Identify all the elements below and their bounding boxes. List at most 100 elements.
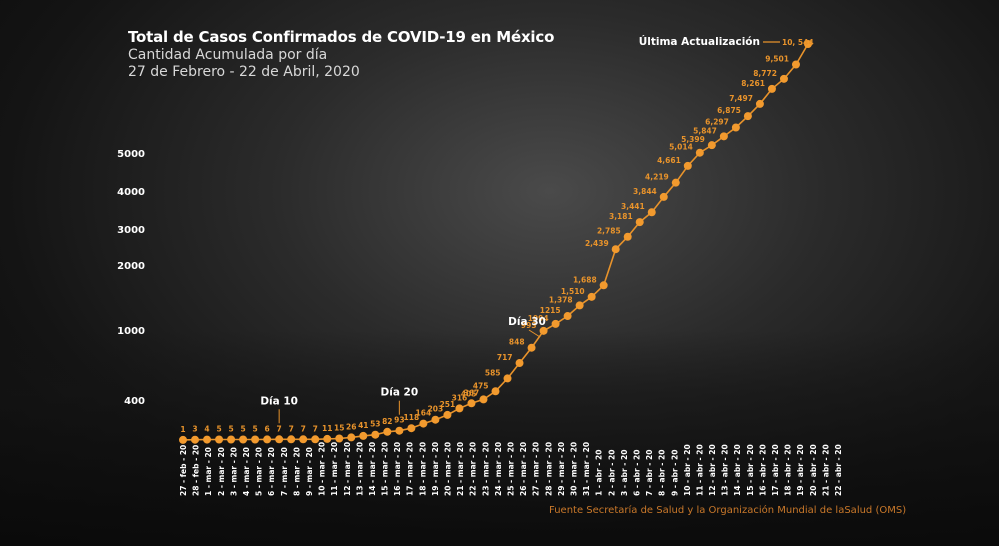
data-point — [611, 245, 620, 254]
value-label: 3,441 — [621, 202, 645, 211]
data-point — [263, 435, 272, 444]
x-tick-label: 14 - abr - 20 — [733, 444, 742, 496]
data-point — [443, 410, 452, 419]
data-point — [587, 292, 596, 301]
value-label: 164 — [416, 409, 432, 418]
value-label: 1215 — [540, 306, 561, 315]
data-point — [371, 430, 380, 439]
x-tick-label: 1 - abr - 20 — [595, 450, 604, 496]
data-point — [743, 112, 752, 121]
value-label: 6,297 — [705, 117, 729, 126]
value-label: 7 — [313, 424, 318, 433]
data-point — [755, 99, 764, 108]
data-point — [323, 434, 332, 443]
x-tick-label: 19 - mar - 20 — [431, 442, 440, 496]
value-label: 5,014 — [669, 143, 693, 152]
value-label: 4,219 — [645, 173, 669, 182]
data-point — [479, 395, 488, 404]
x-tick-label: 8 - abr - 20 — [658, 450, 667, 496]
x-tick-label: 22 - abr - 20 — [834, 444, 843, 496]
x-tick-label: 8 - mar - 20 — [292, 447, 301, 496]
data-point — [731, 123, 740, 132]
data-point — [347, 433, 356, 442]
x-tick-label: 2 - abr - 20 — [607, 450, 616, 496]
x-tick-label: 10 - abr - 20 — [683, 444, 692, 496]
y-axis-ticks: 400 1000 2000 3000 4000 5000 — [117, 149, 145, 407]
value-label: 7,497 — [729, 94, 753, 103]
value-label: 93 — [394, 416, 404, 425]
value-label: 3 — [192, 425, 197, 434]
data-point — [563, 312, 572, 321]
value-label: 3,844 — [633, 187, 657, 196]
data-point — [659, 192, 668, 201]
x-tick-label: 15 - mar - 20 — [381, 442, 390, 496]
x-tick-label: 11 - abr - 20 — [695, 444, 704, 496]
x-tick-label: 13 - abr - 20 — [721, 444, 730, 496]
data-point — [287, 435, 296, 444]
value-label: 5 — [216, 425, 221, 434]
value-label: 3,181 — [609, 212, 633, 221]
value-label: 1,688 — [573, 275, 597, 284]
value-label: 82 — [382, 417, 392, 426]
value-label: 1 — [180, 425, 185, 434]
data-point — [719, 132, 728, 141]
x-tick-label: 1 - mar - 20 — [204, 447, 213, 496]
x-tick-label: 9 - mar - 20 — [305, 447, 314, 496]
x-tick-label: 9 - abr - 20 — [670, 450, 679, 496]
x-tick-label: 19 - abr - 20 — [796, 444, 805, 496]
x-tick-label: 31 - mar - 20 — [582, 442, 591, 496]
value-label: 53 — [370, 420, 380, 429]
data-point — [191, 435, 200, 444]
value-label: 5,847 — [693, 126, 717, 135]
annotation-label: Día 20 — [381, 387, 419, 399]
x-tick-label: 4 - mar - 20 — [242, 447, 251, 496]
value-label: 15 — [334, 424, 344, 433]
annotation-label: Día 10 — [260, 395, 298, 407]
data-point — [395, 426, 404, 435]
annotation-label: Última Actualización — [639, 35, 760, 48]
value-label: 26 — [346, 422, 356, 431]
chart-date-range: 27 de Febrero - 22 de Abril, 2020 — [128, 64, 360, 80]
x-tick-label: 27 - mar - 20 — [532, 442, 541, 496]
data-point — [791, 60, 800, 69]
data-point — [527, 343, 536, 352]
value-label: 848 — [509, 338, 525, 347]
data-point — [179, 435, 187, 444]
value-label: 5,399 — [681, 135, 705, 144]
x-tick-label: 13 - mar - 20 — [355, 442, 364, 496]
value-label: 118 — [404, 413, 420, 422]
value-label: 5 — [240, 425, 245, 434]
x-tick-label: 16 - mar - 20 — [393, 442, 402, 496]
data-point — [767, 84, 776, 93]
value-label: 7 — [277, 424, 282, 433]
value-label: 5 — [228, 425, 233, 434]
x-tick-label: 18 - mar - 20 — [418, 442, 427, 496]
x-tick-label: 18 - abr - 20 — [784, 444, 793, 496]
value-label: 316 — [452, 393, 468, 402]
data-point — [215, 435, 224, 444]
data-point — [467, 399, 476, 408]
data-point — [203, 435, 212, 444]
value-label: 251 — [440, 400, 456, 409]
x-tick-label: 3 - abr - 20 — [620, 450, 629, 496]
x-tick-label: 28 - feb - 20 — [192, 445, 201, 496]
value-label: 993 — [521, 321, 537, 330]
chart-subtitle: Cantidad Acumulada por día — [128, 47, 328, 63]
x-tick-label: 30 - mar - 20 — [569, 442, 578, 496]
data-point — [575, 301, 584, 310]
value-label: 7 — [301, 424, 306, 433]
data-point — [707, 141, 716, 150]
x-tick-label: 11 - mar - 20 — [330, 442, 339, 496]
title-block: Total de Casos Confirmados de COVID-19 e… — [128, 28, 554, 80]
x-tick-label: 16 - abr - 20 — [758, 444, 767, 496]
x-tick-label: 24 - mar - 20 — [494, 442, 503, 496]
x-tick-label: 28 - mar - 20 — [544, 442, 553, 496]
x-tick-label: 17 - abr - 20 — [771, 444, 780, 496]
annotations: Día 10 Día 20 Día 30 Última Actualización 10… — [260, 35, 814, 424]
data-point — [779, 74, 788, 83]
x-tick-label: 6 - mar - 20 — [267, 447, 276, 496]
annotation-label: Día 30 — [508, 316, 546, 328]
value-label: 8,772 — [753, 69, 777, 78]
x-tick-label: 17 - mar - 20 — [406, 442, 415, 496]
